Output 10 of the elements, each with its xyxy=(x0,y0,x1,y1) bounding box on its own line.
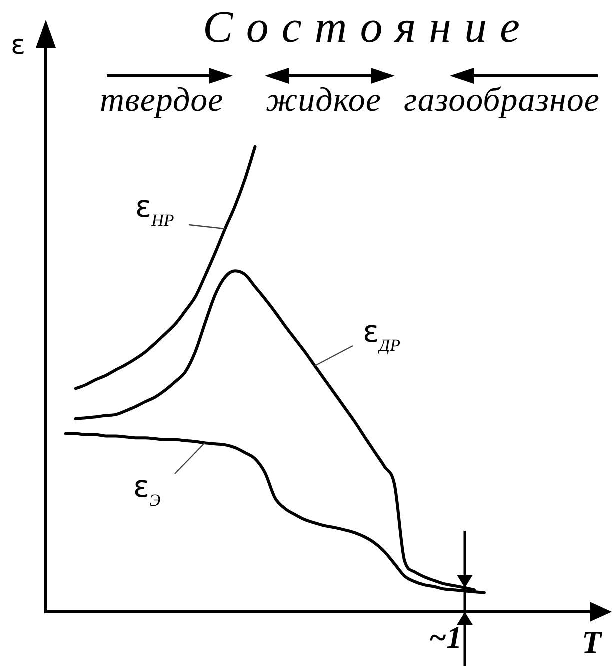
y-axis-title: ε xyxy=(11,30,26,61)
series-label: ε$_{НР}$ xyxy=(135,190,174,230)
x-axis-title: T xyxy=(582,624,602,660)
chart-title: Состояние xyxy=(203,2,533,52)
series-label: ε$_{ДР}$ xyxy=(363,314,400,355)
series-label: ε$_{Э}$ xyxy=(133,470,161,510)
text: газообразное xyxy=(404,82,600,119)
text: жидкое xyxy=(266,82,382,119)
text: ~1 xyxy=(429,620,462,655)
text: твердое xyxy=(100,82,224,119)
